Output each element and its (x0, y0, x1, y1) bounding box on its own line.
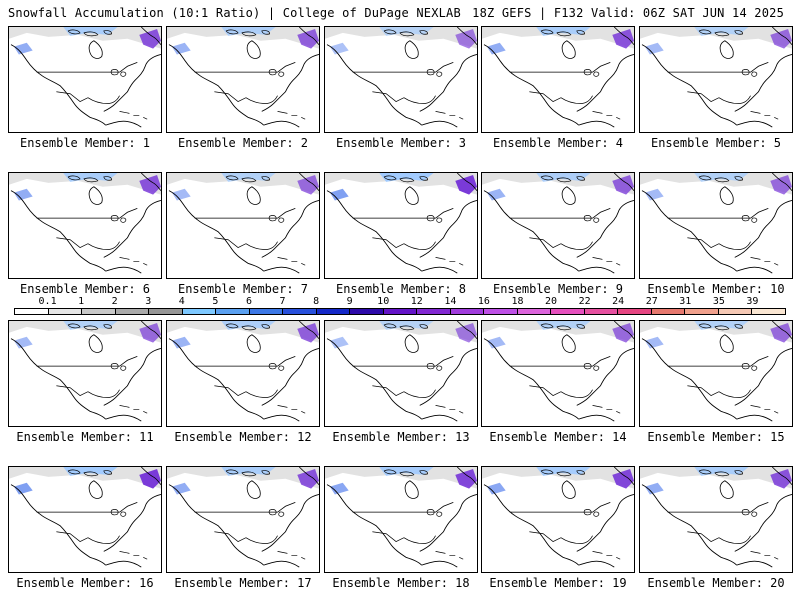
ensemble-member-map (8, 466, 162, 573)
color-scale-tick-label: 5 (212, 296, 219, 307)
ensemble-member-label: Ensemble Member: 17 (174, 576, 312, 590)
color-scale-swatch (48, 309, 83, 314)
ensemble-member-label: Ensemble Member: 10 (647, 282, 785, 296)
color-scale-swatch (82, 309, 116, 314)
color-scale-swatch (551, 309, 585, 314)
color-scale-swatch (752, 309, 785, 314)
ensemble-member-label: Ensemble Member: 7 (177, 282, 309, 296)
color-scale-tick-label: 7 (279, 296, 286, 307)
color-scale-swatch (216, 309, 250, 314)
color-scale-swatch (115, 309, 150, 314)
ensemble-member-map (324, 26, 478, 133)
color-scale-swatch (651, 309, 686, 314)
ensemble-member-map (481, 172, 635, 279)
color-scale-tick-label: 31 (679, 296, 692, 307)
ensemble-member-map (324, 466, 478, 573)
color-scale-swatch (350, 309, 384, 314)
ensemble-member-map (639, 26, 793, 133)
ensemble-member-label: Ensemble Member: 1 (19, 136, 151, 150)
ensemble-member-label: Ensemble Member: 11 (16, 430, 154, 444)
ensemble-member-map (639, 320, 793, 427)
color-scale-tick-label: 8 (313, 296, 320, 307)
color-scale-tick-label: 16 (477, 296, 490, 307)
ensemble-member-map (166, 26, 320, 133)
ensemble-member-map (481, 320, 635, 427)
snowfall-color-scale: 0.1 1 2 3 4 5 6 7 8 9 10 12 14 16 18 20 22 24 27 31 35 39 (14, 296, 786, 317)
ensemble-member-map (166, 172, 320, 279)
ensemble-member-label: Ensemble Member: 2 (177, 136, 309, 150)
ensemble-member-map (8, 26, 162, 133)
color-scale-swatch (718, 309, 753, 314)
ensemble-member-label: Ensemble Member: 3 (335, 136, 467, 150)
color-scale-tick-label: 22 (578, 296, 591, 307)
ensemble-member-label: Ensemble Member: 18 (332, 576, 470, 590)
color-scale-tick-label: 27 (645, 296, 658, 307)
ensemble-member-label: Ensemble Member: 8 (335, 282, 467, 296)
color-scale-tick-label: 10 (377, 296, 390, 307)
ensemble-member-label: Ensemble Member: 19 (489, 576, 627, 590)
color-scale-tick-label: 0.1 (38, 296, 57, 307)
ensemble-member-map (481, 466, 635, 573)
color-scale-swatch (450, 309, 485, 314)
ensemble-member-map (639, 466, 793, 573)
color-scale-tick-label: 35 (712, 296, 725, 307)
color-scale-swatch (383, 309, 418, 314)
color-scale-swatch (618, 309, 652, 314)
ensemble-member-label: Ensemble Member: 4 (492, 136, 624, 150)
color-scale-bar (14, 308, 786, 315)
color-scale-tick-label: 20 (545, 296, 558, 307)
color-scale-tick-label: 39 (746, 296, 759, 307)
color-scale-tick-label: 6 (245, 296, 252, 307)
color-scale-tick-label: 2 (111, 296, 118, 307)
color-scale-swatch (149, 309, 183, 314)
color-scale-tick-label: 12 (410, 296, 423, 307)
color-scale-swatch (283, 309, 317, 314)
ensemble-member-map (166, 466, 320, 573)
color-scale-swatch (316, 309, 351, 314)
ensemble-member-label: Ensemble Member: 6 (19, 282, 151, 296)
ensemble-member-label: Ensemble Member: 20 (647, 576, 785, 590)
ensemble-member-map (8, 172, 162, 279)
ensemble-member-label: Ensemble Member: 5 (650, 136, 782, 150)
color-scale-tick-label: 14 (444, 296, 457, 307)
color-scale-swatch (685, 309, 719, 314)
ensemble-member-map (639, 172, 793, 279)
ensemble-member-label: Ensemble Member: 14 (489, 430, 627, 444)
color-scale-swatch (517, 309, 552, 314)
model-valid-time: 18Z GEFS | F132 Valid: 06Z SAT JUN 14 20… (472, 6, 784, 20)
ensemble-member-map (8, 320, 162, 427)
color-scale-tick-label: 3 (145, 296, 152, 307)
color-scale-tick-label: 4 (178, 296, 185, 307)
ensemble-member-map (166, 320, 320, 427)
color-scale-tick-label: 1 (78, 296, 85, 307)
ensemble-member-map (324, 320, 478, 427)
color-scale-swatch (182, 309, 217, 314)
color-scale-swatch (249, 309, 284, 314)
color-scale-swatch (484, 309, 518, 314)
ensemble-member-label: Ensemble Member: 12 (174, 430, 312, 444)
ensemble-member-map (324, 172, 478, 279)
color-scale-swatch (417, 309, 451, 314)
ensemble-member-label: Ensemble Member: 16 (16, 576, 154, 590)
color-scale-swatch (15, 309, 49, 314)
color-scale-tick-label: 9 (346, 296, 353, 307)
color-scale-swatch (584, 309, 619, 314)
ensemble-member-map (481, 26, 635, 133)
color-scale-tick-label: 24 (612, 296, 625, 307)
color-scale-tick-label: 18 (511, 296, 524, 307)
ensemble-member-label: Ensemble Member: 15 (647, 430, 785, 444)
map-title: Snowfall Accumulation (10:1 Ratio) | Col… (8, 6, 461, 20)
ensemble-member-label: Ensemble Member: 13 (332, 430, 470, 444)
ensemble-member-label: Ensemble Member: 9 (492, 282, 624, 296)
